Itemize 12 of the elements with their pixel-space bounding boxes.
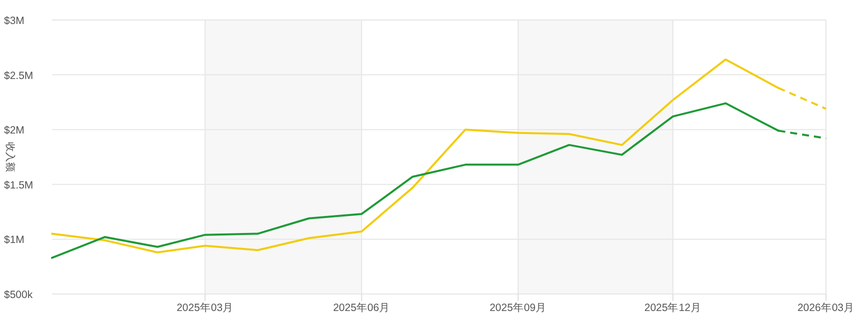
x-tick-label: 2026年03月 [797, 302, 855, 314]
y-tick-label: $1.5M [4, 179, 34, 192]
x-tick-label: 2025年09月 [490, 302, 547, 314]
x-tick-label: 2025年06月 [333, 302, 390, 314]
y-tick-label: $2M [4, 124, 24, 137]
y-axis-title: 收入额 [4, 142, 16, 172]
y-tick-label: $2.5M [4, 70, 34, 82]
y-tick-label: $3M [4, 15, 24, 27]
x-tick-label: 2025年03月 [176, 302, 234, 314]
y-tick-label: $500k [4, 289, 34, 301]
x-tick-label: 2025年12月 [644, 302, 702, 314]
y-tick-label: $1M [4, 234, 24, 246]
